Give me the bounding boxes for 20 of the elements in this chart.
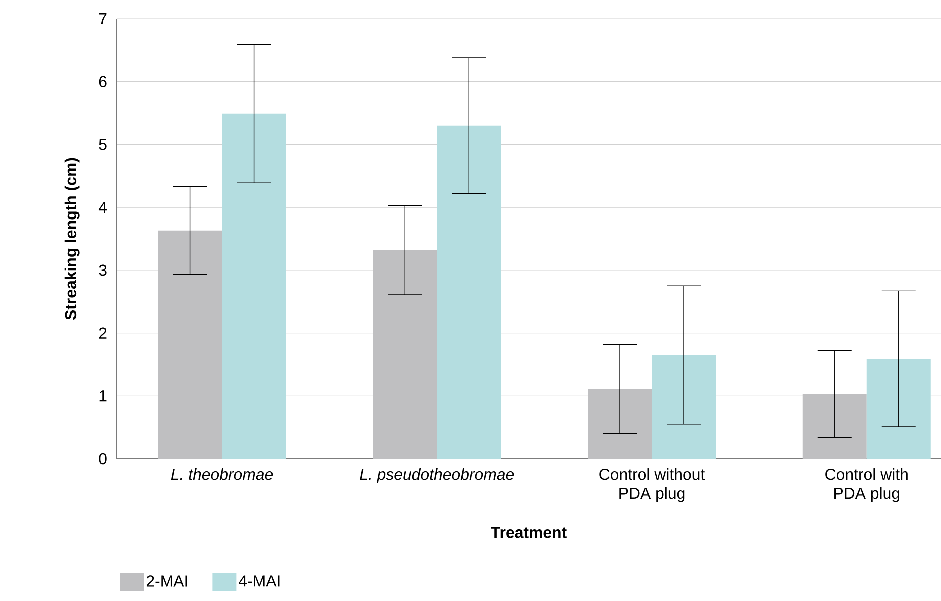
y-tick-label: 0: [99, 453, 107, 465]
y-tick-label: 1: [100, 390, 107, 402]
y-tick-label: 5: [99, 139, 107, 150]
y-tick-label: 4: [98, 202, 108, 214]
y-tick-label: 2: [99, 328, 107, 339]
x-tick-label: L. theobromae: [171, 468, 274, 480]
x-tick-label: Control without PDA plug: [600, 468, 706, 502]
bar: [373, 250, 438, 460]
y-tick-label: 3: [99, 264, 107, 276]
legend-label: 4-MAI: [239, 576, 280, 587]
bar: [222, 114, 286, 460]
y-tick-label: 7: [99, 14, 107, 24]
y-axis-title: Streaking length (cm): [64, 158, 80, 320]
x-tick-label: L. pseudotheobromae: [360, 468, 514, 484]
x-tick-label: Control with PDA plug: [826, 468, 908, 502]
bar: [158, 230, 222, 460]
y-tick-label: 6: [99, 76, 107, 88]
legend-label: 2-MAI: [146, 576, 188, 587]
x-axis-title: Treatment: [491, 527, 567, 538]
bar: [437, 126, 502, 460]
